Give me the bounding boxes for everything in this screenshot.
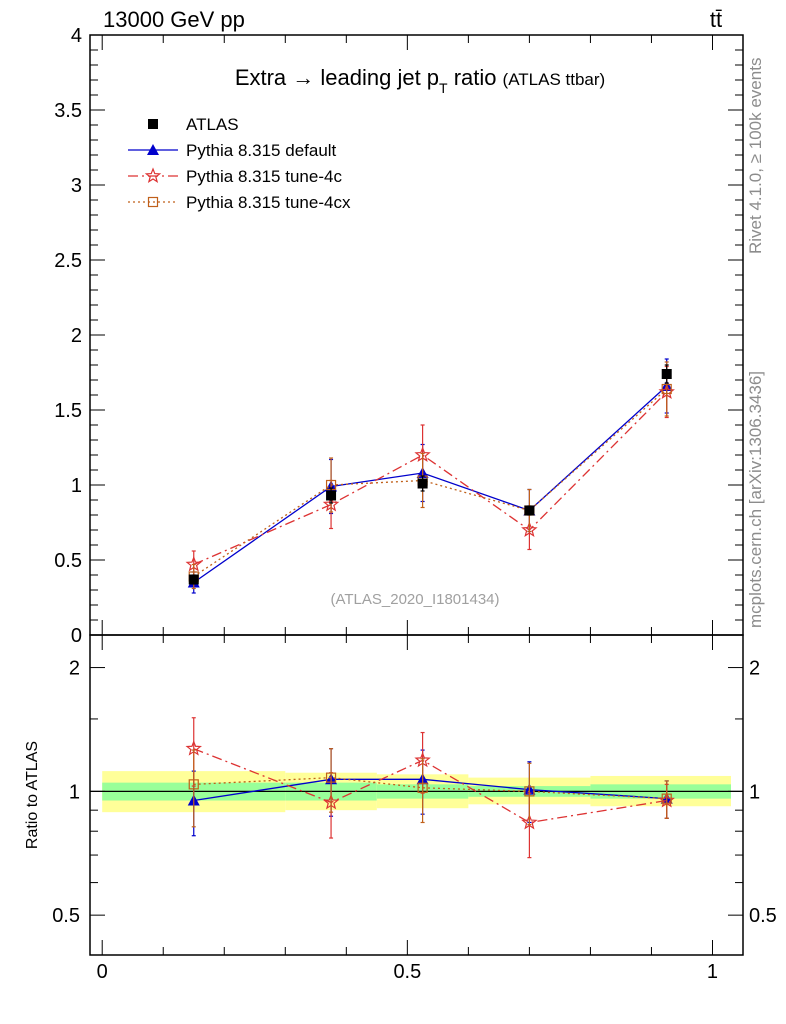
legend-marker-atlas <box>148 119 158 129</box>
series-line-pythia-8-315-default <box>193 385 668 584</box>
ratio-line-pythia-8-315-tune-4cx <box>193 776 667 800</box>
ratio-y-tick-label-right: 1 <box>749 781 760 803</box>
x-tick-label: 0 <box>97 961 108 983</box>
legend-entry-pythia-tune-4cx: Pythia 8.315 tune-4cx <box>128 193 351 212</box>
ratio-y-tick-label-left: 1 <box>69 781 80 803</box>
legend-marker-pythia-8-315-tune-4c <box>144 167 162 184</box>
chart-title: Extra → leading jet pT ratio (ATLAS ttbar… <box>235 65 605 96</box>
legend: ATLAS Pythia 8.315 default Pythia 8.315 … <box>128 115 351 212</box>
legend-marker-pythia-8-315-tune-4cx <box>147 196 159 208</box>
ratio-point-pythia-8-315-tune-4cx <box>417 782 428 793</box>
ratio-y-tick-label-left: 2 <box>69 658 80 680</box>
point-atlas <box>524 505 535 516</box>
series-atlas <box>188 364 672 585</box>
ratio-y-tick-label-right: 0.5 <box>749 905 777 927</box>
main-axis-ticks: 0 0.5 1 1.5 2 2.5 3 3.5 4 <box>54 25 743 647</box>
ratio-y-tick-label-right: 2 <box>749 658 760 680</box>
analysis-watermark: (ATLAS_2020_I1801434) <box>330 591 499 608</box>
main-y-tick-label: 4 <box>71 25 82 47</box>
legend-marker-pythia-default <box>128 144 178 155</box>
legend-label-pythia-tune-4c: Pythia 8.315 tune-4c <box>186 167 342 186</box>
main-y-tick-label: 0.5 <box>54 550 82 572</box>
ratio-point-pythia-8-315-tune-4cx <box>524 786 535 797</box>
series-line-pythia-8-315-tune-4c <box>193 391 668 566</box>
legend-entry-atlas: ATLAS <box>148 115 239 134</box>
legend-marker-pythia-tune-4c <box>128 167 178 184</box>
legend-marker-pythia-tune-4cx <box>128 196 178 208</box>
main-y-tick-label: 0 <box>71 625 82 647</box>
point-atlas <box>188 574 199 585</box>
legend-marker-pythia-8-315-default <box>147 144 159 155</box>
legend-label-atlas: ATLAS <box>186 115 239 134</box>
ratio-series-layer <box>185 717 675 859</box>
x-tick-label: 1 <box>707 961 718 983</box>
series-pythia-8-315-tune-4c <box>185 365 675 579</box>
ratio-uncertainty-bands <box>90 771 743 813</box>
legend-label-pythia-tune-4cx: Pythia 8.315 tune-4cx <box>186 193 351 212</box>
mcplots-text: mcplots.cern.ch [arXiv:1306.3436] <box>746 371 765 628</box>
legend-label-pythia-default: Pythia 8.315 default <box>186 141 337 160</box>
point-pythia-8-315-tune-4cx <box>661 383 672 395</box>
main-y-tick-label: 3 <box>71 175 82 197</box>
ratio-panel-frame <box>89 634 744 956</box>
point-atlas <box>417 478 428 489</box>
main-y-tick-label: 1.5 <box>54 400 82 422</box>
point-atlas <box>326 490 337 501</box>
point-atlas <box>661 369 672 379</box>
main-series-layer <box>185 358 675 594</box>
ratio-point-pythia-8-315-tune-4c <box>521 813 538 830</box>
legend-entry-pythia-tune-4c: Pythia 8.315 tune-4c <box>128 167 342 186</box>
legend-entry-pythia-default: Pythia 8.315 default <box>128 141 337 160</box>
main-y-tick-label: 1 <box>71 475 82 497</box>
ratio-ylabel: Ratio to ATLAS <box>24 741 41 849</box>
ratio-point-pythia-8-315-tune-4cx <box>188 779 199 790</box>
process-label: tt̄ <box>710 7 722 32</box>
rivet-version-text: Rivet 4.1.0, ≥ 100k events <box>746 58 765 254</box>
point-pythia-8-315-tune-4c <box>521 521 538 538</box>
ratio-point-pythia-8-315-tune-4cx <box>325 772 337 783</box>
series-line-pythia-8-315-tune-4cx <box>193 388 668 578</box>
main-y-tick-label: 2.5 <box>54 250 82 272</box>
ratio-y-tick-label-left: 0.5 <box>52 905 80 927</box>
ratio-series-pythia-8-315-tune-4cx <box>188 748 672 828</box>
energy-label: 13000 GeV pp <box>103 7 245 32</box>
x-tick-label: 0.5 <box>393 961 421 983</box>
ratio-point-pythia-8-315-tune-4cx <box>661 793 672 804</box>
series-pythia-8-315-default <box>187 358 673 594</box>
legend-marker-atlas <box>148 119 158 129</box>
ratio-axis-ticks: 0.5 0.5 1 1 2 2 0 0.5 1 <box>52 635 777 983</box>
main-y-tick-label: 3.5 <box>54 100 82 122</box>
main-y-tick-label: 2 <box>71 325 82 347</box>
